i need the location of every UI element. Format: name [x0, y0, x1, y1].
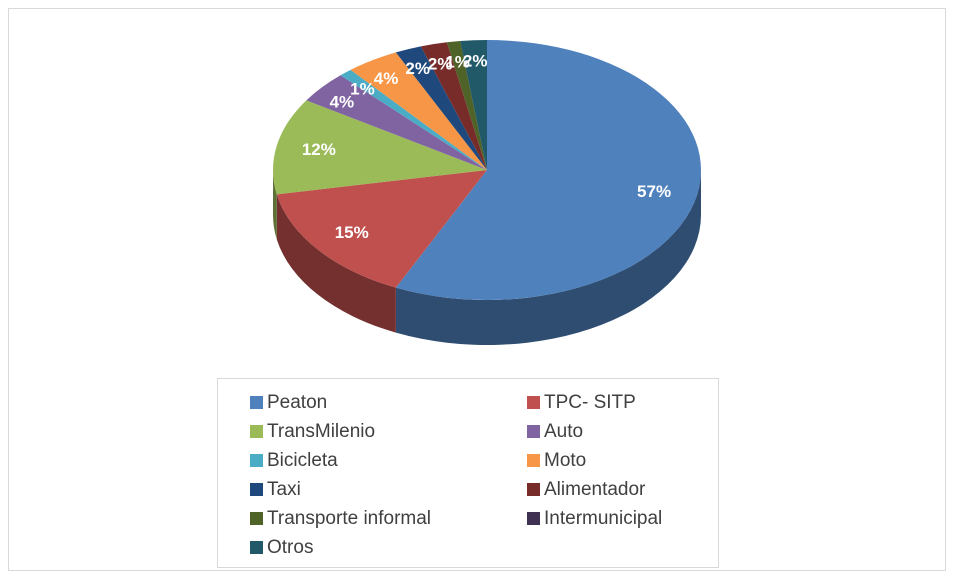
slice	[395, 39, 702, 300]
legend-swatch	[527, 425, 540, 438]
slice	[340, 69, 487, 170]
data-label: 2%	[405, 59, 430, 78]
data-label: 2%	[463, 51, 488, 70]
legend-label: Bicicleta	[267, 450, 338, 471]
legend-label: Taxi	[267, 479, 301, 500]
data-label: 4%	[330, 93, 355, 112]
slice	[460, 40, 487, 170]
data-label: 2%	[428, 55, 453, 74]
legend-label: Transporte informal	[267, 508, 431, 529]
slice	[306, 75, 487, 170]
legend-label: Intermunicipal	[544, 508, 662, 529]
slice-side	[276, 194, 396, 333]
legend-label: Alimentador	[544, 479, 646, 500]
slice	[276, 170, 487, 288]
legend-swatch	[250, 512, 263, 525]
legend-label: Moto	[544, 450, 586, 471]
legend-label: TransMilenio	[267, 421, 375, 442]
slice	[395, 46, 487, 170]
legend-swatch	[250, 454, 263, 467]
slice	[446, 41, 487, 171]
slice	[350, 52, 487, 170]
legend-label: TPC- SITP	[544, 392, 636, 413]
slice-side	[395, 170, 701, 345]
legend-swatch	[527, 512, 540, 525]
legend-label: Otros	[267, 537, 313, 558]
slice-side	[273, 170, 277, 240]
data-label: 4%	[374, 69, 399, 88]
legend-label: Peaton	[267, 392, 327, 413]
legend-swatch	[250, 483, 263, 496]
data-label: 12%	[302, 140, 336, 159]
legend-swatch	[527, 483, 540, 496]
data-label: 1%	[350, 80, 375, 99]
slice	[420, 42, 487, 170]
legend-swatch	[527, 454, 540, 467]
slice	[273, 100, 487, 195]
legend-label: Auto	[544, 421, 583, 442]
legend-swatch	[527, 396, 540, 409]
legend-swatch	[250, 425, 263, 438]
legend-box	[217, 378, 719, 568]
legend-swatch	[250, 396, 263, 409]
legend-swatch	[250, 541, 263, 554]
data-label: 57%	[637, 182, 671, 201]
data-label: 1%	[445, 52, 470, 71]
data-label: 15%	[335, 223, 369, 242]
